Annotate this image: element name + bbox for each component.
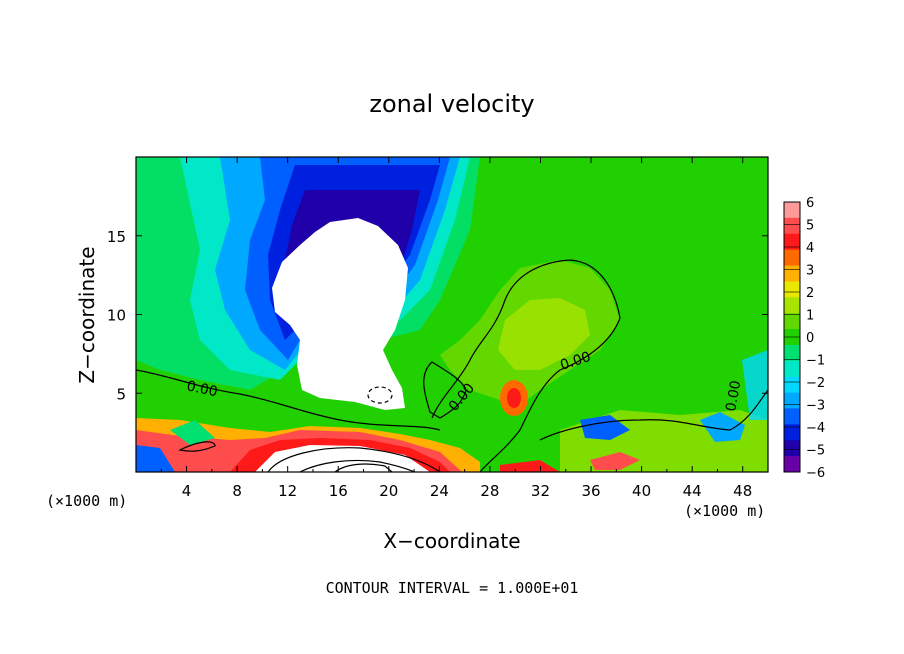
x-axis: 4 8 12 16 20 24 28 32 36 40 44 48 bbox=[160, 157, 752, 500]
x-tick-label: 4 bbox=[182, 482, 192, 500]
colorbar-swatch bbox=[784, 344, 800, 362]
y-tick-label: 15 bbox=[107, 228, 126, 246]
x-tick-label: 16 bbox=[329, 482, 348, 500]
colorbar-swatch bbox=[784, 313, 800, 330]
x-tick-label: 28 bbox=[480, 482, 499, 500]
colorbar-swatch bbox=[784, 202, 800, 219]
colorbar-swatch bbox=[784, 281, 800, 298]
colorbar-swatch bbox=[784, 249, 800, 267]
x-tick-label: 20 bbox=[379, 482, 398, 500]
colorbar-swatch bbox=[784, 456, 800, 473]
contour-interval-note: CONTOUR INTERVAL = 1.000E+01 bbox=[326, 579, 579, 597]
colorbar-label: −4 bbox=[806, 421, 825, 436]
y-tick-label: 5 bbox=[116, 385, 126, 403]
x-tick-label: 12 bbox=[278, 482, 297, 500]
colorbar-swatch bbox=[784, 217, 800, 235]
colorbar: 6 5 4 3 2 1 0 −1 −2 −3 −4 −5 −6 bbox=[783, 196, 825, 481]
x-tick-label: 32 bbox=[531, 482, 550, 500]
x-tick-label: 24 bbox=[430, 482, 449, 500]
colorbar-label: 5 bbox=[806, 219, 814, 234]
colorbar-swatch bbox=[784, 440, 800, 457]
y-axis-label: Z−coordinate bbox=[75, 246, 99, 383]
colorbar-label: 3 bbox=[806, 264, 814, 279]
y-axis: 5 10 15 bbox=[107, 228, 768, 403]
contour-label: 0.00 bbox=[185, 378, 219, 400]
colorbar-label: −1 bbox=[806, 354, 825, 369]
y-tick-label: 10 bbox=[107, 307, 126, 325]
colorbar-label: 4 bbox=[806, 241, 814, 256]
x-unit-right: (×1000 m) bbox=[684, 502, 765, 520]
negative-contour bbox=[367, 386, 393, 404]
x-tick-label: 44 bbox=[683, 482, 702, 500]
x-tick-label: 8 bbox=[232, 482, 242, 500]
colorbar-swatch bbox=[784, 408, 800, 425]
colorbar-label: 2 bbox=[806, 286, 814, 301]
chart-title: zonal velocity bbox=[369, 90, 534, 118]
colorbar-label: 1 bbox=[806, 309, 814, 324]
colorbar-swatch bbox=[784, 376, 800, 394]
heatmap-field bbox=[136, 157, 768, 472]
colorbar-swatch bbox=[784, 297, 800, 314]
contour-label: 0.00 bbox=[723, 379, 744, 412]
colorbar-label: −2 bbox=[806, 376, 825, 391]
colorbar-swatch bbox=[784, 233, 800, 251]
colorbar-label: −3 bbox=[806, 399, 825, 414]
x-unit-left: (×1000 m) bbox=[46, 492, 127, 510]
colorbar-label: −5 bbox=[806, 444, 825, 459]
contour-lines bbox=[136, 259, 768, 472]
colorbar-label: 0 bbox=[806, 331, 814, 346]
colorbar-swatch bbox=[784, 424, 800, 441]
x-tick-label: 36 bbox=[581, 482, 600, 500]
colorbar-swatch bbox=[784, 392, 800, 409]
colorbar-label: 6 bbox=[806, 196, 814, 211]
colorbar-swatch bbox=[784, 360, 800, 378]
colorbar-swatch bbox=[784, 265, 800, 282]
x-axis-label: X−coordinate bbox=[383, 529, 520, 553]
x-tick-label: 48 bbox=[733, 482, 752, 500]
colorbar-label: −6 bbox=[806, 466, 825, 481]
x-tick-label: 40 bbox=[632, 482, 651, 500]
